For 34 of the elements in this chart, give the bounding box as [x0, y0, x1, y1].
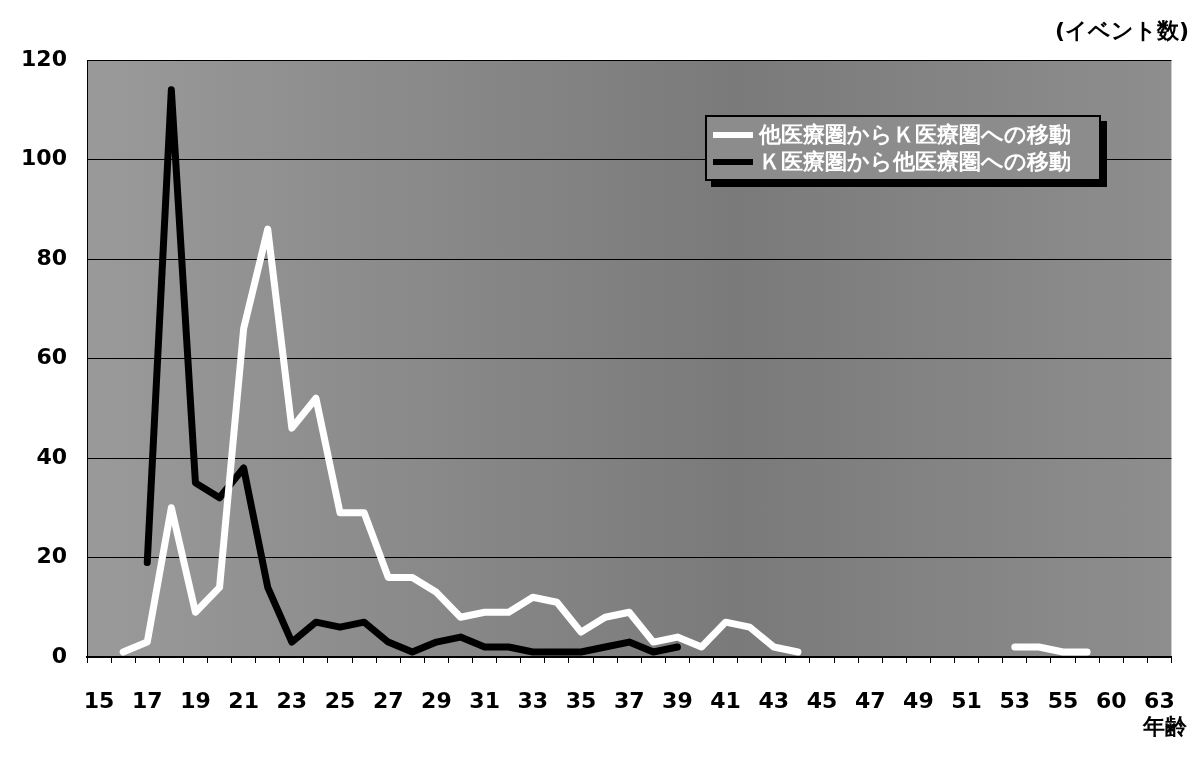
x-tick-label: 31 [469, 687, 500, 713]
x-tick-label: 17 [131, 687, 163, 713]
x-tick-label: 60 [1095, 687, 1127, 713]
x-tick-label: 63 [1144, 687, 1175, 713]
x-tick-label: 35 [565, 687, 597, 713]
x-tick-label: 53 [999, 687, 1031, 713]
x-tick-label: 43 [758, 687, 790, 713]
x-tick-label: 29 [421, 687, 452, 713]
x-tick-label: 37 [613, 687, 645, 713]
x-tick-label: 19 [180, 687, 211, 713]
legend-label: 他医療圏からＫ医療圏への移動 [759, 121, 1071, 148]
x-tick-label: 15 [83, 687, 115, 713]
y-tick-label: 60 [36, 344, 67, 370]
x-tick-label: 39 [662, 687, 693, 713]
x-tick-label: 33 [517, 687, 549, 713]
x-tick-label: 27 [372, 687, 404, 713]
x-tick-label: 45 [806, 687, 838, 713]
y-axis-title: (イベント数) [1054, 17, 1189, 45]
y-tick-label: 80 [36, 244, 67, 270]
x-tick-label: 49 [903, 687, 934, 713]
y-tick-label: 100 [21, 145, 67, 171]
x-tick-label: 51 [951, 687, 982, 713]
x-tick-label: 41 [710, 687, 741, 713]
x-tick-label: 25 [324, 687, 356, 713]
y-tick-label: 120 [21, 45, 67, 71]
x-tick-label: 21 [228, 687, 259, 713]
x-tick-label: 47 [854, 687, 886, 713]
y-tick-label: 20 [36, 543, 67, 569]
x-axis-title: 年齢 [1143, 713, 1187, 741]
x-tick-label: 55 [1047, 687, 1079, 713]
legend-label: Ｋ医療圏から他医療圏への移動 [759, 148, 1071, 175]
y-tick-label: 0 [51, 642, 67, 668]
x-tick-label: 23 [276, 687, 308, 713]
y-tick-label: 40 [36, 443, 67, 469]
